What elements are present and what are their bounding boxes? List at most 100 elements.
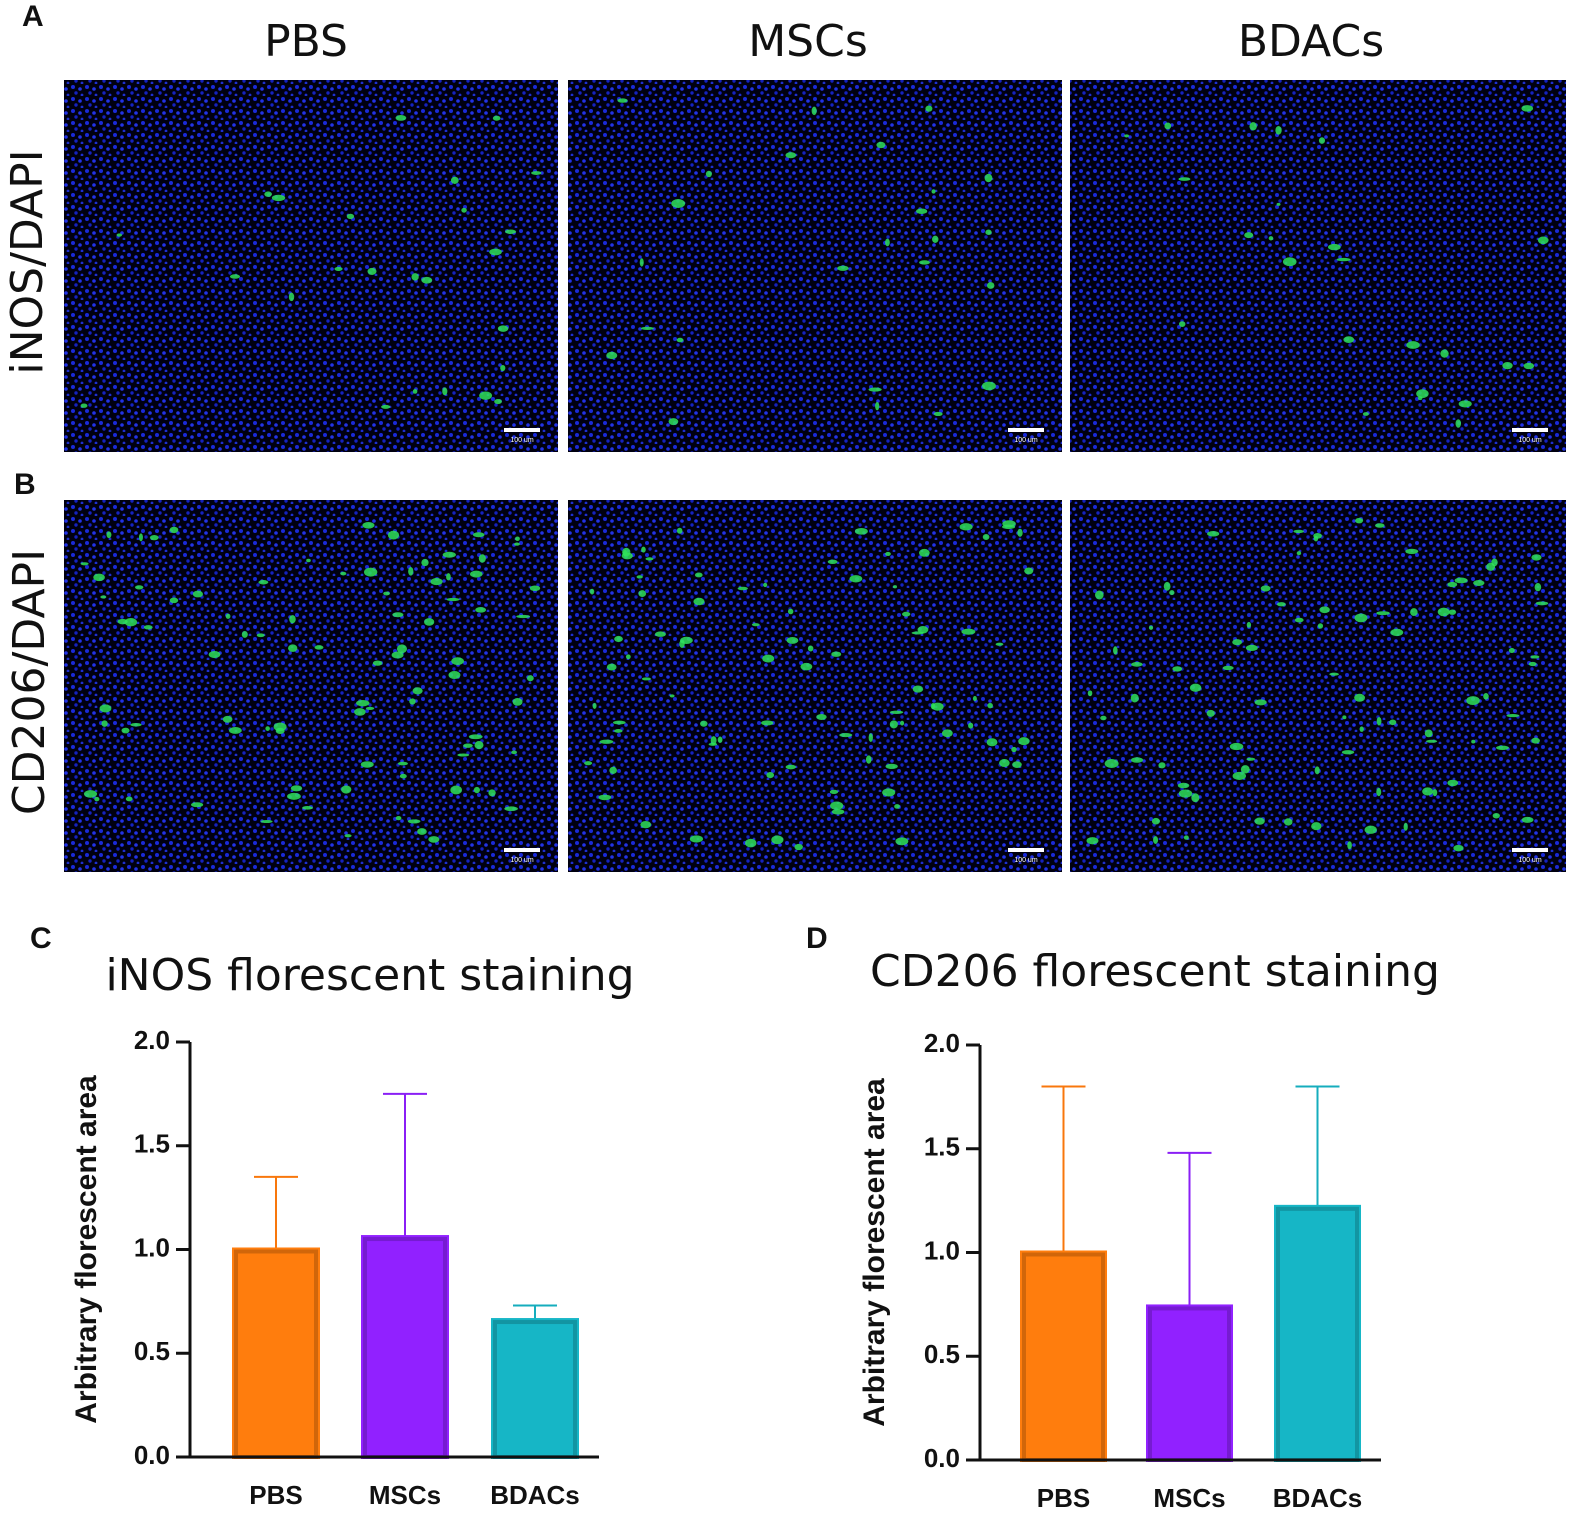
green-signal: [1432, 789, 1438, 797]
green-signal: [474, 741, 484, 750]
green-signal: [1405, 548, 1419, 555]
green-signal: [794, 843, 803, 851]
green-signal: [314, 645, 324, 650]
green-signal: [1011, 746, 1017, 753]
green-signal: [1191, 793, 1200, 803]
green-signal: [689, 835, 704, 843]
green-signal: [1376, 716, 1382, 726]
green-signal: [1275, 126, 1282, 135]
green-signal: [1282, 257, 1297, 267]
x-tick-label: PBS: [1037, 1483, 1090, 1513]
x-tick-label: BDACs: [1273, 1483, 1363, 1513]
green-signal: [287, 792, 301, 800]
green-signal: [446, 573, 451, 581]
green-signal: [526, 675, 534, 682]
green-signal: [668, 418, 679, 426]
green-signal: [134, 585, 144, 590]
green-signal: [1172, 666, 1183, 672]
green-signal: [912, 685, 924, 693]
green-signal: [271, 194, 286, 202]
green-signal: [450, 785, 462, 795]
green-signal: [830, 801, 844, 810]
column-label: PBS: [264, 16, 348, 67]
green-signal: [1458, 400, 1472, 408]
bar: [361, 1235, 449, 1460]
green-signal: [671, 199, 686, 208]
green-signal: [766, 771, 775, 779]
green-signal: [917, 625, 929, 634]
green-signal: [885, 238, 890, 247]
green-signal: [344, 834, 352, 838]
green-signal: [514, 542, 520, 546]
green-signal: [641, 677, 651, 681]
green-signal: [1416, 389, 1429, 399]
green-signal: [1206, 709, 1215, 717]
green-signal: [1100, 715, 1107, 721]
micrograph: [64, 80, 558, 452]
green-signal: [1268, 236, 1274, 241]
green-signal: [1177, 782, 1190, 789]
green-signal: [745, 838, 757, 848]
green-signal: [265, 726, 270, 731]
green-signal: [229, 727, 242, 734]
green-signal: [1530, 655, 1540, 659]
green-signal: [831, 809, 845, 815]
green-signal: [430, 578, 443, 586]
green-signal: [1471, 739, 1476, 744]
green-signal: [1508, 647, 1515, 654]
micrograph: [64, 500, 558, 872]
green-signal: [99, 704, 112, 713]
green-signal: [391, 651, 404, 659]
green-signal: [442, 551, 456, 558]
green-signal: [1341, 750, 1355, 755]
green-signal: [334, 266, 343, 272]
y-tick-label: 1.5: [134, 1129, 170, 1159]
green-signal: [1095, 590, 1104, 600]
bar: [1274, 1204, 1361, 1462]
green-signal: [1537, 236, 1549, 245]
green-signal: [149, 535, 159, 541]
green-signal: [424, 618, 435, 626]
green-signal: [984, 173, 993, 183]
green-signal: [1148, 625, 1154, 630]
green-signal: [80, 562, 89, 566]
green-signal: [638, 590, 647, 598]
green-signal: [693, 597, 705, 606]
green-signal: [1502, 362, 1513, 370]
green-signal: [354, 708, 366, 716]
green-signal: [599, 739, 614, 744]
green-signal: [1164, 122, 1172, 130]
green-signal: [531, 171, 542, 175]
green-signal: [932, 235, 939, 243]
green-signal: [1086, 837, 1099, 845]
green-signal: [1246, 757, 1256, 761]
green-signal: [138, 533, 143, 542]
scale-bar-label: 100 um: [1518, 437, 1542, 444]
green-signal: [1376, 787, 1382, 797]
green-signal: [1254, 699, 1267, 706]
green-signal: [258, 580, 269, 585]
green-signal: [1163, 581, 1171, 591]
green-signal: [1311, 822, 1322, 831]
green-signal: [169, 597, 179, 604]
green-signal: [1158, 762, 1166, 769]
green-signal: [1087, 690, 1093, 697]
green-signal: [191, 802, 204, 808]
green-signal: [598, 794, 612, 801]
green-signal: [1448, 609, 1457, 615]
green-signal: [302, 805, 313, 810]
green-signal: [1276, 202, 1281, 206]
green-signal: [387, 530, 400, 540]
green-signal: [737, 586, 748, 591]
green-signal: [1455, 419, 1462, 428]
green-signal: [1178, 789, 1193, 798]
micrograph: [568, 80, 1062, 452]
green-signal: [1410, 608, 1418, 617]
green-signal: [1104, 759, 1119, 768]
green-signal: [1183, 835, 1189, 840]
micrograph: [568, 500, 1062, 872]
green-signal: [645, 557, 654, 561]
green-signal: [986, 738, 998, 747]
green-signal: [83, 790, 98, 798]
